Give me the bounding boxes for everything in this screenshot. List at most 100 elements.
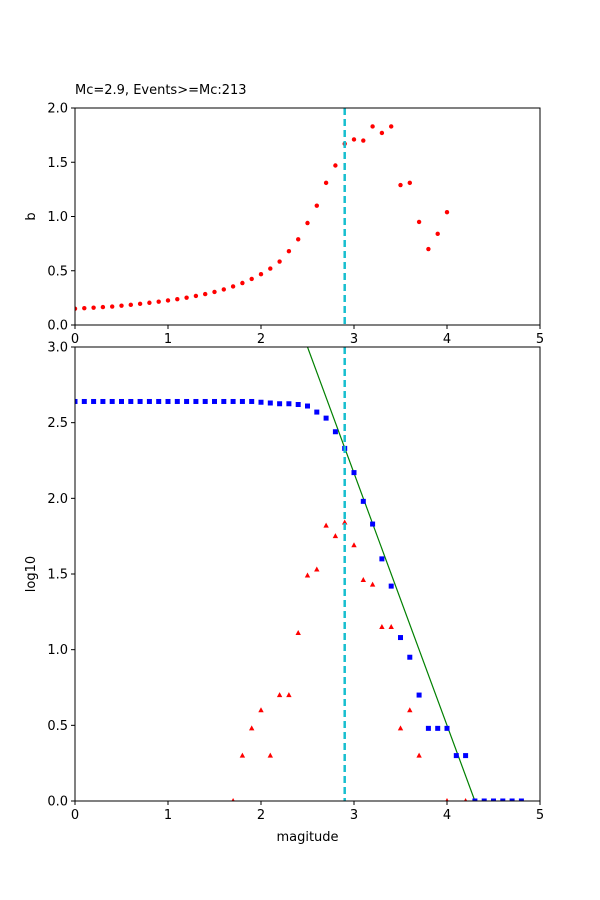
data-point xyxy=(268,266,273,271)
data-point xyxy=(332,429,338,435)
top-panel-title: Mc=2.9, Events>=Mc:213 xyxy=(75,83,247,98)
data-point xyxy=(305,220,310,226)
data-point xyxy=(379,556,385,562)
bottom-panel-y-axis: 0.0 0.5 1.0 1.5 2.0 2.5 3.0 xyxy=(47,341,75,810)
data-point xyxy=(212,398,217,404)
data-point xyxy=(156,299,161,304)
data-point xyxy=(221,398,227,404)
x-tick-label: 0 xyxy=(71,808,79,823)
data-point xyxy=(165,298,171,303)
data-point xyxy=(267,400,273,406)
data-point xyxy=(249,398,255,404)
x-tick-label: 3 xyxy=(350,808,358,823)
data-point xyxy=(397,725,404,731)
data-point xyxy=(156,398,162,404)
data-point xyxy=(351,542,357,548)
data-point xyxy=(351,137,357,142)
data-point xyxy=(221,287,226,292)
data-point xyxy=(518,798,524,801)
data-point xyxy=(100,398,106,404)
data-point xyxy=(128,398,134,404)
data-point xyxy=(416,219,422,225)
data-point xyxy=(360,498,366,504)
data-point xyxy=(91,398,97,404)
y-tick-label: 3.0 xyxy=(47,341,68,356)
x-tick-label: 2 xyxy=(257,808,265,823)
fit-line xyxy=(306,347,476,801)
data-point xyxy=(249,725,255,731)
y-tick-label: 0.5 xyxy=(47,719,68,734)
data-point xyxy=(276,692,283,698)
data-point xyxy=(239,398,245,404)
data-point xyxy=(286,401,292,407)
data-point xyxy=(445,798,449,801)
y-tick-label: 0.0 xyxy=(47,319,68,334)
data-point xyxy=(314,409,320,415)
top-panel-y-axis: 0.0 0.5 1.0 1.5 2.0 xyxy=(47,102,75,334)
data-point xyxy=(463,753,469,759)
data-point xyxy=(491,798,496,801)
data-point xyxy=(360,577,366,583)
x-tick-label: 2 xyxy=(257,332,265,347)
data-point xyxy=(398,635,403,641)
frequency-magnitude-panel: 0 1 2 3 4 5 0.0 0.5 1.0 1.5 2.0 2.5 3.0 magitude lo… xyxy=(24,341,544,846)
x-tick-label: 4 xyxy=(443,332,451,347)
data-point xyxy=(212,289,217,295)
data-point xyxy=(398,182,403,188)
data-point xyxy=(184,398,190,404)
data-point xyxy=(407,180,412,186)
bottom-series-1 xyxy=(231,519,468,801)
data-point xyxy=(82,305,87,311)
y-tick-label: 2.0 xyxy=(47,492,68,507)
data-point xyxy=(277,259,282,264)
b-value-panel: Mc=2.9, Events>=Mc:213 0 1 2 3 4 5 0.0 0.5 1.0 1… xyxy=(24,83,544,347)
data-point xyxy=(370,124,375,129)
y-tick-label: 1.5 xyxy=(47,568,68,583)
data-point xyxy=(379,130,385,136)
bottom-panel-y-label: log10 xyxy=(24,556,39,592)
data-point xyxy=(184,295,189,300)
data-point xyxy=(277,401,283,407)
data-point xyxy=(258,399,264,405)
data-point xyxy=(472,798,478,801)
data-point xyxy=(389,124,394,129)
bottom-panel-x-label: magitude xyxy=(276,830,338,845)
x-tick-label: 0 xyxy=(71,332,79,347)
x-tick-label: 1 xyxy=(164,808,172,823)
top-plot-area xyxy=(75,108,450,325)
data-point xyxy=(109,398,115,404)
data-point xyxy=(435,725,441,731)
data-point xyxy=(323,522,329,528)
data-point xyxy=(249,276,254,282)
data-point xyxy=(416,752,422,758)
data-point xyxy=(81,398,87,404)
bottom-panel-marks xyxy=(75,347,524,801)
data-point xyxy=(342,519,348,525)
data-point xyxy=(295,402,301,408)
data-point xyxy=(314,566,320,572)
data-point xyxy=(351,470,357,476)
data-point xyxy=(388,583,394,589)
data-point xyxy=(296,237,301,242)
data-point xyxy=(203,291,208,297)
data-point xyxy=(239,752,246,758)
top-series-0 xyxy=(75,124,450,311)
data-point xyxy=(295,630,301,636)
data-point xyxy=(500,798,506,801)
y-tick-label: 0.5 xyxy=(47,264,68,279)
top-panel-x-axis: 0 1 2 3 4 5 xyxy=(71,325,544,347)
y-tick-label: 1.0 xyxy=(47,643,68,658)
data-point xyxy=(425,725,431,731)
x-tick-label: 1 xyxy=(164,332,172,347)
data-point xyxy=(416,692,422,698)
data-point xyxy=(304,572,311,578)
data-point xyxy=(509,798,515,801)
data-point xyxy=(323,180,329,186)
x-tick-label: 5 xyxy=(536,332,544,347)
data-point xyxy=(119,398,124,404)
data-point xyxy=(119,303,124,308)
data-point xyxy=(333,163,338,168)
data-point xyxy=(240,280,245,286)
x-tick-label: 4 xyxy=(443,808,451,823)
